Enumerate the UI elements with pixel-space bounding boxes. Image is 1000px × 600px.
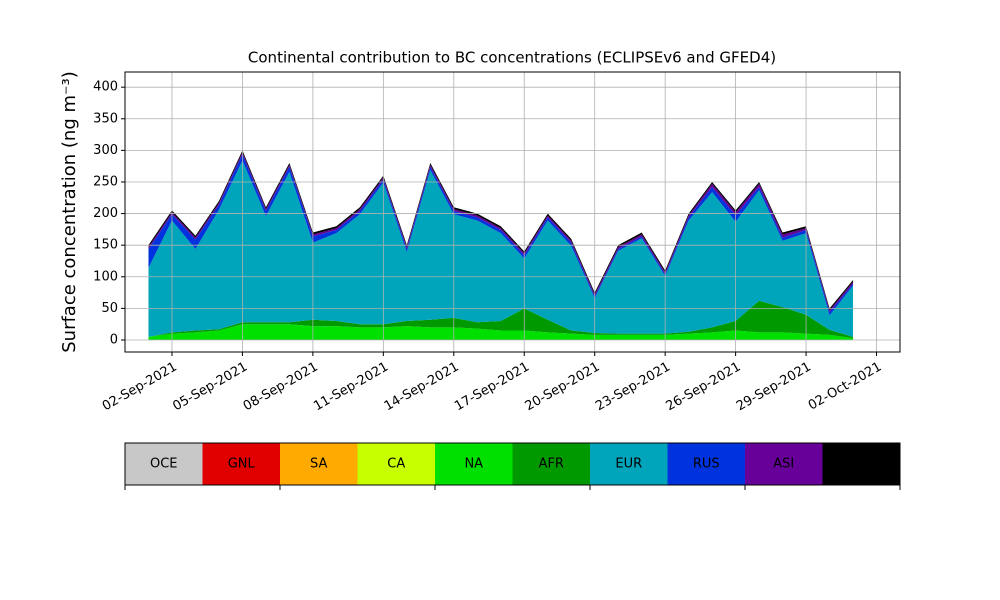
legend-label: AFR (539, 457, 564, 472)
legend-label: GNL (228, 457, 256, 472)
legend-label: AUS (848, 457, 875, 472)
legend-swatch (435, 443, 513, 485)
y-tick-label: 400 (93, 80, 118, 95)
legend-swatch (822, 443, 900, 485)
x-tick-label: 02-Oct-2021 (806, 360, 884, 414)
legend-label: ASI (773, 457, 794, 472)
x-tick-label: 20-Sep-2021 (523, 360, 603, 415)
x-tick-label: 02-Sep-2021 (100, 360, 180, 415)
plot-frame (124, 71, 901, 353)
legend-swatch (357, 443, 435, 485)
y-tick-label: 0 (110, 332, 118, 347)
area (148, 324, 854, 340)
y-tick-label: 150 (93, 238, 118, 253)
legend-label: NA (464, 457, 483, 472)
legend-label: CA (387, 457, 405, 472)
chart-title: Continental contribution to BC concentra… (248, 49, 776, 67)
legend-swatch (667, 443, 745, 485)
legend-swatch (280, 443, 358, 485)
legend-label: OCE (150, 457, 178, 472)
x-tick-label: 05-Sep-2021 (170, 360, 250, 415)
x-tick-label: 23-Sep-2021 (593, 360, 673, 415)
legend-swatch (202, 443, 280, 485)
legend-swatch (512, 443, 590, 485)
legend-swatch (745, 443, 823, 485)
y-tick-label: 300 (93, 143, 118, 158)
legend-label: SA (310, 457, 327, 472)
y-tick-label: 200 (93, 206, 118, 221)
legend-swatch (590, 443, 668, 485)
y-tick-label: 250 (93, 174, 118, 189)
x-tick-label: 26-Sep-2021 (664, 360, 744, 415)
legend-swatch (125, 443, 203, 485)
x-tick-label: 14-Sep-2021 (382, 360, 462, 415)
y-axis-label: Surface concentration (ng m⁻³) (59, 71, 80, 353)
area (148, 160, 854, 337)
legend-frame (124, 442, 901, 486)
legend-label: EUR (615, 457, 642, 472)
x-tick-label: 17-Sep-2021 (452, 360, 532, 415)
colorbar-ticks (124, 485, 901, 490)
y-tick-label: 100 (93, 269, 118, 284)
legend-label: RUS (693, 457, 720, 472)
x-tick-label: 08-Sep-2021 (241, 360, 321, 415)
x-tick-label: 29-Sep-2021 (734, 360, 814, 415)
x-tick-label: 11-Sep-2021 (311, 360, 391, 415)
y-tick-label: 350 (93, 111, 118, 126)
y-tick-label: 50 (101, 301, 118, 316)
